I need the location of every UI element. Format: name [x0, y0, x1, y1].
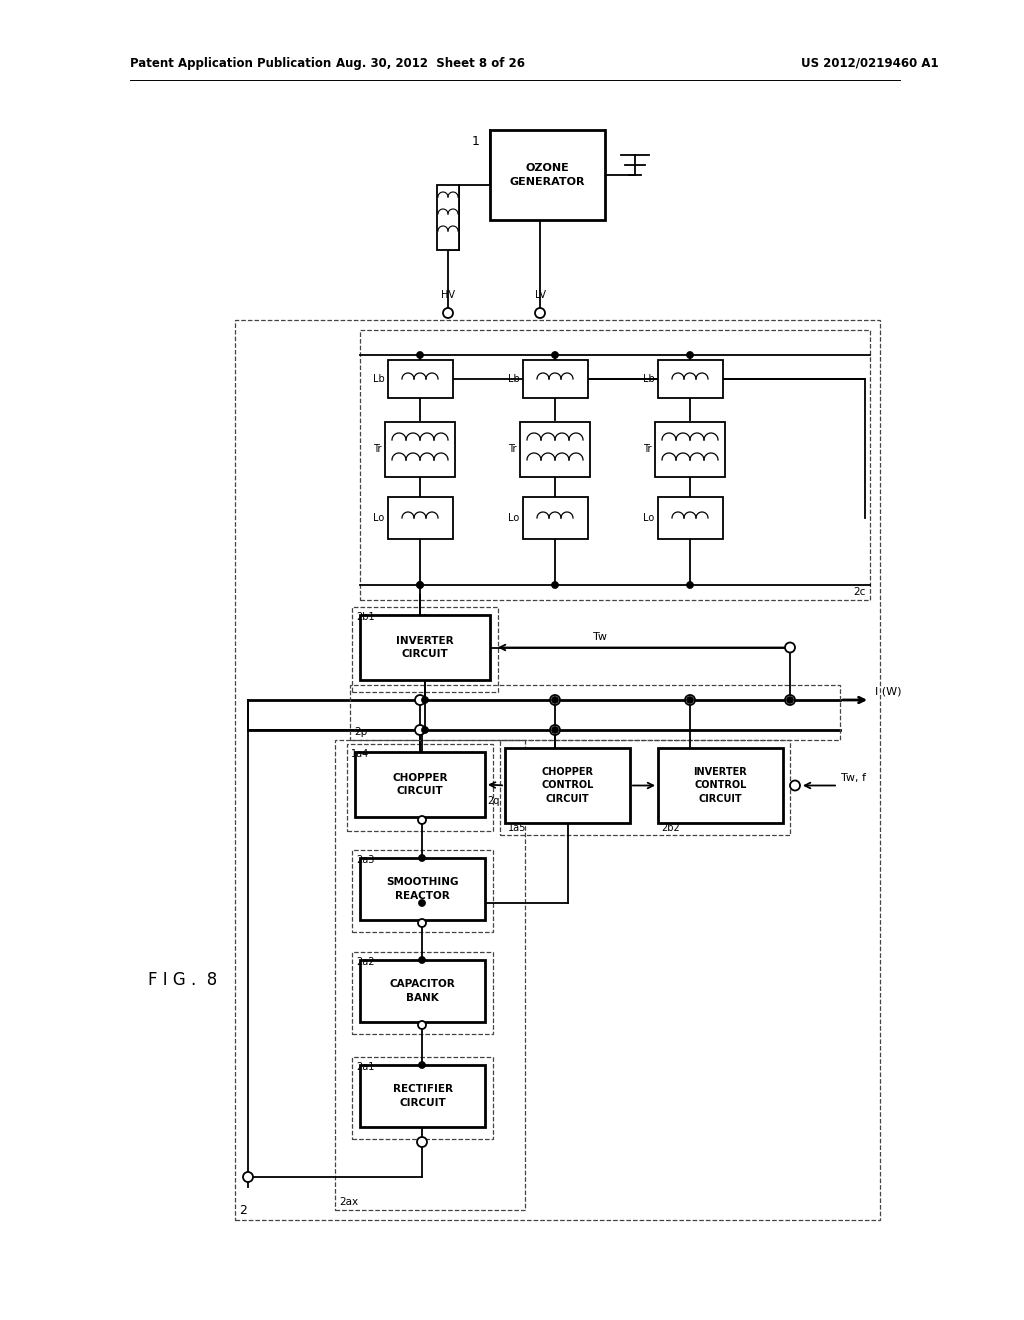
- Text: Tr: Tr: [509, 445, 517, 454]
- Circle shape: [417, 582, 424, 589]
- Bar: [352, 1057, 493, 1139]
- Text: 2ax: 2ax: [339, 1197, 358, 1206]
- Circle shape: [552, 726, 558, 734]
- Circle shape: [415, 696, 425, 705]
- Circle shape: [419, 899, 426, 907]
- Circle shape: [785, 696, 795, 705]
- Text: HV: HV: [441, 290, 455, 300]
- Circle shape: [790, 780, 800, 791]
- Circle shape: [419, 1061, 426, 1068]
- Text: CHOPPER
CIRCUIT: CHOPPER CIRCUIT: [392, 774, 447, 796]
- Circle shape: [686, 697, 693, 704]
- Bar: [352, 952, 493, 1034]
- Circle shape: [417, 1137, 427, 1147]
- Text: Lo: Lo: [643, 513, 654, 523]
- Bar: [385, 422, 455, 477]
- Circle shape: [550, 696, 560, 705]
- Bar: [657, 360, 723, 399]
- Bar: [522, 498, 588, 539]
- Circle shape: [686, 351, 693, 359]
- Text: F I G .  8: F I G . 8: [148, 972, 217, 989]
- Bar: [505, 748, 630, 822]
- Text: Lo: Lo: [508, 513, 519, 523]
- Text: INVERTER
CIRCUIT: INVERTER CIRCUIT: [396, 636, 454, 659]
- Bar: [350, 685, 840, 741]
- Text: 2a2: 2a2: [356, 957, 375, 968]
- Circle shape: [418, 1020, 426, 1030]
- Circle shape: [422, 697, 428, 704]
- Circle shape: [418, 919, 426, 927]
- Circle shape: [552, 697, 558, 704]
- Text: 1a4: 1a4: [351, 748, 370, 759]
- Bar: [387, 360, 453, 399]
- Circle shape: [552, 582, 558, 589]
- Text: 2a1: 2a1: [356, 1063, 375, 1072]
- Bar: [355, 752, 485, 817]
- Circle shape: [443, 308, 453, 318]
- Bar: [500, 741, 790, 836]
- Circle shape: [419, 957, 426, 964]
- Circle shape: [417, 582, 424, 589]
- Text: Aug. 30, 2012  Sheet 8 of 26: Aug. 30, 2012 Sheet 8 of 26: [336, 57, 524, 70]
- Bar: [360, 1065, 485, 1127]
- Text: OZONE
GENERATOR: OZONE GENERATOR: [510, 164, 586, 186]
- Bar: [234, 319, 880, 1220]
- Text: 2a3: 2a3: [356, 855, 375, 865]
- Text: CAPACITOR
BANK: CAPACITOR BANK: [389, 979, 456, 1003]
- Bar: [387, 498, 453, 539]
- Bar: [490, 129, 605, 220]
- Text: RECTIFIER
CIRCUIT: RECTIFIER CIRCUIT: [392, 1085, 453, 1107]
- Circle shape: [422, 726, 428, 734]
- Text: Tw, f: Tw, f: [841, 772, 866, 783]
- Text: US 2012/0219460 A1: US 2012/0219460 A1: [801, 57, 939, 70]
- Text: 2b2: 2b2: [662, 822, 680, 833]
- Circle shape: [415, 725, 425, 735]
- Bar: [360, 330, 870, 601]
- Text: 1a5: 1a5: [508, 822, 526, 833]
- Bar: [658, 748, 783, 822]
- Bar: [360, 960, 485, 1022]
- Text: Tr: Tr: [643, 445, 652, 454]
- Circle shape: [685, 696, 695, 705]
- Text: 2q: 2q: [487, 796, 500, 805]
- Circle shape: [550, 725, 560, 735]
- Circle shape: [786, 697, 794, 704]
- Bar: [520, 422, 590, 477]
- Text: Tr: Tr: [374, 445, 382, 454]
- Text: Lb: Lb: [373, 374, 384, 384]
- Circle shape: [535, 308, 545, 318]
- Circle shape: [686, 582, 693, 589]
- Circle shape: [785, 643, 795, 652]
- Text: Tw: Tw: [593, 632, 607, 643]
- Text: LV: LV: [535, 290, 546, 300]
- Circle shape: [418, 816, 426, 824]
- Bar: [352, 850, 493, 932]
- Bar: [657, 498, 723, 539]
- Text: Lb: Lb: [508, 374, 519, 384]
- Bar: [335, 741, 525, 1210]
- Text: I (W): I (W): [874, 686, 901, 697]
- Text: Patent Application Publication: Patent Application Publication: [130, 57, 331, 70]
- Circle shape: [552, 351, 558, 359]
- Text: Lo: Lo: [374, 513, 384, 523]
- Text: Lb: Lb: [643, 374, 654, 384]
- Bar: [360, 615, 490, 680]
- Text: INVERTER
CONTROL
CIRCUIT: INVERTER CONTROL CIRCUIT: [693, 767, 748, 804]
- Circle shape: [419, 854, 426, 862]
- Bar: [360, 858, 485, 920]
- Text: 2b1: 2b1: [356, 612, 375, 622]
- Circle shape: [417, 351, 424, 359]
- Bar: [352, 607, 498, 692]
- Text: CHOPPER
CONTROL
CIRCUIT: CHOPPER CONTROL CIRCUIT: [542, 767, 594, 804]
- Bar: [655, 422, 725, 477]
- Circle shape: [243, 1172, 253, 1181]
- Bar: [347, 744, 493, 832]
- Text: 1: 1: [472, 135, 480, 148]
- Text: 2p: 2p: [354, 727, 368, 737]
- Text: SMOOTHING
REACTOR: SMOOTHING REACTOR: [386, 878, 459, 900]
- Bar: [522, 360, 588, 399]
- Bar: [437, 185, 459, 249]
- Text: 2: 2: [239, 1204, 247, 1217]
- Text: 2c: 2c: [854, 587, 866, 597]
